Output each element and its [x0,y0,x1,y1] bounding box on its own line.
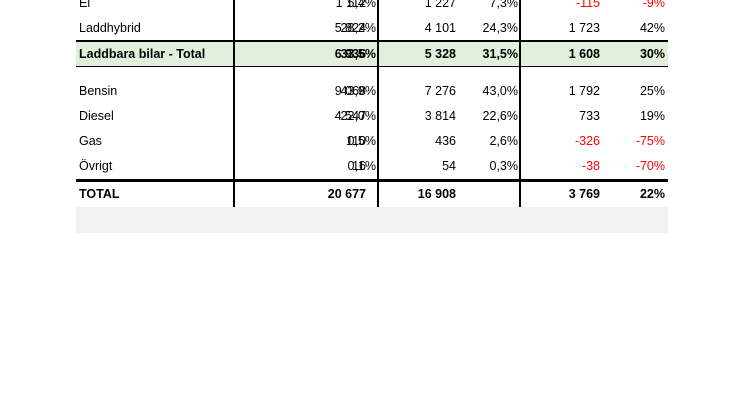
column-divider [377,0,379,207]
cell-2021-count: 20 677 [327,187,366,201]
cell-2021-share: 28,2% [340,21,376,35]
cell-2020-share: 0,3% [489,159,519,173]
row-label: TOTAL [79,187,120,201]
cell-2020-count: 4 101 [424,21,456,35]
cell-2020-count: 16 908 [417,187,456,201]
cell-2020-count: 1 227 [424,0,456,10]
cell-2021-share: 0,5% [347,134,377,148]
cell-2020-count: 7 276 [424,84,456,98]
cell-2021-count: 5 824 [334,21,366,35]
row-label: Bensin [79,84,118,98]
row-label: Laddhybrid [79,21,141,35]
cell-diff-percent: 42% [639,21,665,35]
cell-2021-count: 110 [346,134,366,148]
cell-2020-share: 43,0% [482,84,518,98]
cell-diff-percent: -70% [635,159,665,173]
cell-2021-share: 0,1% [347,159,377,173]
table-row-ovrigt: Övrigt 16 0,1% 54 0,3% -38 -70% [76,154,668,178]
cell-2021-count: 4 547 [334,109,366,123]
cell-2020-share: 7,3% [489,0,519,10]
table-row-total: TOTAL 20 677 16 908 3 769 22% [76,182,668,206]
table-row-bensin: Bensin 9 068 43,9% 7 276 43,0% 1 792 25% [76,79,668,103]
cell-diff-count: 1 723 [568,21,600,35]
cell-diff-count: 1 792 [568,84,600,98]
row-label: El [79,0,91,10]
row-label: Diesel [79,109,114,123]
cell-diff-percent: -75% [635,134,665,148]
cell-2020-count: 3 814 [424,109,456,123]
cell-2020-count: 54 [442,159,456,173]
cell-2021-share: 22,0% [340,109,376,123]
spreadsheet-table [76,0,668,233]
cell-diff-count: 3 769 [568,187,600,201]
cell-diff-count: 1 608 [568,47,600,61]
cell-diff-count: -115 [575,0,600,10]
cell-diff-count: -38 [581,159,600,173]
cell-2020-share: 31,5% [482,47,518,61]
cell-2021-count: 16 [352,159,366,173]
row-label: Övrigt [79,159,113,173]
cell-2021-share: 5,4% [347,0,377,10]
cell-2020-share: 2,6% [489,134,519,148]
table-row-laddbara-total: Laddbara bilar - Total 6 936 33,5% 5 328… [76,41,668,67]
column-divider [233,0,235,207]
cell-2020-count: 436 [435,134,456,148]
row-divider [76,40,668,42]
cell-2021-count: 1 112 [335,0,366,10]
cell-diff-percent: 22% [639,187,665,201]
cell-diff-percent: -9% [642,0,665,10]
column-divider [519,0,521,207]
cell-diff-count: 733 [579,109,600,123]
row-divider [76,66,668,67]
cell-diff-count: -326 [574,134,600,148]
cell-2021-share [306,182,376,206]
cell-2021-count: 6 936 [334,47,366,61]
row-label: Laddbara bilar - Total [79,47,206,61]
cell-2020-share: 24,3% [482,21,518,35]
table-row-diesel: Diesel 4 547 22,0% 3 814 22,6% 733 19% [76,104,668,128]
cell-2020-share: 22,6% [482,109,518,123]
cell-diff-percent: 19% [639,109,665,123]
cell-2020-share [456,182,518,206]
table-footer-band [76,207,668,233]
cell-2020-count: 5 328 [424,47,456,61]
table-row-el: El 1 112 5,4% 1 227 7,3% -115 -9% [76,0,668,15]
cell-2021-count: 9 068 [334,84,366,98]
table-row-laddhybrid: Laddhybrid 5 824 28,2% 4 101 24,3% 1 723… [76,16,668,40]
cell-diff-percent: 30% [639,47,665,61]
table-row-gas: Gas 110 0,5% 436 2,6% -326 -75% [76,129,668,153]
row-label: Gas [79,134,102,148]
cell-diff-percent: 25% [639,84,665,98]
cell-2021-share: 33,5% [340,47,376,61]
row-divider [76,179,668,182]
cell-2021-share: 43,9% [340,84,376,98]
